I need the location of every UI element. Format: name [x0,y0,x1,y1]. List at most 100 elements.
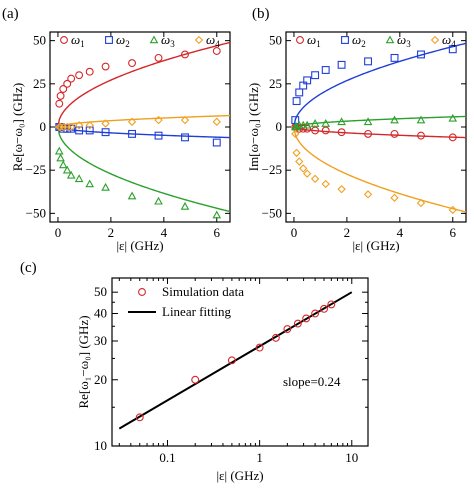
x-tick-label: 6 [214,225,221,240]
data-point-ω1 [181,50,189,59]
legend-marker-ω4 [194,35,204,45]
data-point-ω1 [295,124,304,133]
data-point-ω2 [417,50,425,59]
y-tick-label: 50 [33,33,46,48]
simulation-data-point [311,309,320,318]
data-point-ω1 [67,74,76,83]
data-point-ω4 [101,119,110,128]
data-point-ω2 [181,133,189,142]
panel-a: (a) 0 2 4 6 −50 −25 0 25 50 ω1 ω2 ω3 ω4 Re[ω−ω₀] (G… [2,6,231,253]
data-point-ω3 [127,191,137,200]
y-tick-label: −25 [26,162,46,177]
panel-b-label: (b) [252,6,270,22]
panel-a-label: (a) [2,6,19,22]
x-tick-label: 0.1 [159,450,175,465]
data-point-ω3 [58,160,68,169]
simulation-data-point [271,333,280,342]
data-point-ω2 [448,45,457,54]
data-point-ω3 [101,182,110,191]
legend-marker-ω2 [341,36,349,44]
data-point-ω2 [212,138,221,147]
data-point-ω1 [63,79,72,88]
fit-curve-ω3 [57,126,231,213]
data-point-ω1 [59,85,68,93]
x-tick-label: 1 [256,450,263,465]
data-point-ω2 [303,76,312,85]
data-point-ω3 [212,210,222,219]
legend-marker-ω1 [60,36,68,44]
data-point-ω4 [180,115,190,125]
panel-c-annotation: slope=0.24 [283,374,341,389]
panel-b: (b) 0 2 4 6 −50 −25 0 25 50 ω1 ω2 ω3 ω4 Im[ω−ω₀] (G… [246,6,467,253]
data-point-ω4 [127,117,137,126]
data-point-ω1 [448,133,457,142]
data-point-ω3 [337,117,346,126]
y-tick-label: 50 [269,33,282,48]
legend-label-ω2: ω2 [352,32,366,49]
data-point-ω4 [321,179,330,189]
x-tick-label: 4 [161,225,168,240]
legend-label-ω1: ω1 [307,32,321,49]
fit-curve-ω2 [57,126,231,139]
data-point-ω2 [390,53,399,62]
data-point-ω2 [364,57,373,66]
panel-c-ylabel: Re[ω₁−ω₀] (GHz) [76,315,91,408]
data-point-ω2 [63,124,72,133]
data-point-ω3 [56,153,65,162]
data-point-ω2 [337,60,346,69]
legend-label-ω3: ω3 [397,32,411,49]
data-point-ω2 [311,71,320,80]
data-point-ω2 [299,81,308,90]
simulation-data-point [255,343,264,352]
data-point-ω1 [321,126,330,135]
data-point-ω1 [390,129,399,138]
data-point-ω4 [66,122,76,132]
simulation-data-point [293,319,302,328]
panel-c: (c) 0.1 1 10 10 20 30 40 50 Simulation data Line… [20,260,369,483]
simulation-data-point [327,300,336,309]
data-point-ω1 [55,99,64,108]
data-point-ω3 [292,122,301,131]
data-point-ω3 [302,120,312,129]
data-point-ω3 [62,165,72,174]
data-point-ω2 [85,126,94,135]
data-point-ω2 [101,128,110,137]
data-point-ω3 [154,196,163,205]
y-tick-label: 20 [94,372,107,387]
x-tick-label: 4 [397,225,404,240]
y-tick-label: 50 [94,284,107,299]
data-point-ω3 [54,146,64,155]
legend-marker-ω3 [149,35,159,44]
data-point-ω1 [56,91,65,100]
data-point-ω3 [416,115,426,124]
panel-b-xlabel: |ε| (GHz) [352,238,399,253]
data-point-ω1 [75,71,84,80]
fit-curve-ω1 [293,126,467,139]
data-point-ω4 [310,174,320,183]
x-tick-label: 2 [108,225,115,240]
simulation-data-point [191,375,200,384]
panel-c-label: (c) [20,260,37,276]
data-point-ω3 [74,174,84,183]
data-point-ω2 [292,97,301,106]
data-point-ω4 [291,129,300,139]
legend-label-ω2: ω2 [116,32,130,49]
fit-curve-ω4 [57,114,231,128]
data-point-ω2 [59,124,68,133]
simulation-data-point [320,304,328,313]
fit-curve-ω4 [293,126,467,213]
legend-label-ω1: ω1 [71,32,85,49]
legend-label-ω3: ω3 [161,32,175,49]
legend-label-ω4: ω4 [442,32,456,49]
simulation-data-point [283,325,292,333]
simulation-data-point [227,356,236,365]
fit-curve-ω1 [57,41,231,128]
y-tick-label: 40 [94,306,107,321]
data-point-ω4 [448,205,457,215]
legend-marker-ω1 [296,36,304,44]
data-point-ω3 [363,117,373,126]
data-point-ω4 [416,198,426,208]
simulation-data-point [135,413,144,422]
data-point-ω4 [74,121,84,130]
data-point-ω3 [321,119,331,127]
